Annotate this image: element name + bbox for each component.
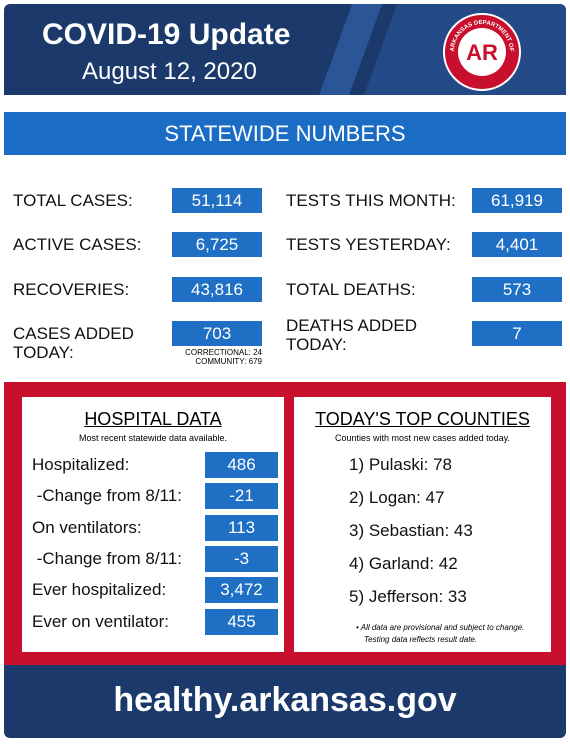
stat-note: CORRECTIONAL: 24	[185, 348, 262, 357]
logo: ARKANSAS DEPARTMENT OF HEALTH AR	[443, 13, 521, 91]
row-label: Ever on ventilator:	[32, 611, 170, 631]
title: COVID-19 Update	[42, 18, 291, 51]
panel-title: HOSPITAL DATA	[84, 409, 222, 429]
stat-label: TOTAL DEATHS:	[286, 280, 416, 299]
stat-value: 51,114	[172, 188, 262, 213]
row-label: -Change from 8/11:	[32, 486, 182, 506]
row-value: 486	[205, 452, 278, 478]
counties-panel: TODAY'S TOP COUNTIES Counties with most …	[294, 397, 551, 652]
row-label: On ventilators:	[32, 517, 142, 537]
row-value: -3	[205, 545, 278, 572]
panel-title: TODAY'S TOP COUNTIES	[315, 409, 530, 429]
county-item: 3) Sebastian: 43	[349, 521, 473, 540]
stat-value: 7	[472, 321, 562, 346]
statewide-panel: TOTAL CASES: 51,114 ACTIVE CASES: 6,725 RECO…	[4, 155, 566, 382]
row-value: 113	[205, 514, 278, 541]
footnote: Testing data reflects result date.	[364, 635, 478, 644]
row-label: Hospitalized:	[32, 455, 130, 474]
stat-label: RECOVERIES:	[13, 280, 130, 299]
stat-value: 61,919	[472, 188, 562, 213]
stat-label: DEATHS ADDED TODAY:	[286, 316, 417, 354]
panel-subtitle: Most recent statewide data available.	[78, 433, 228, 443]
stat-value: 43,816	[172, 277, 262, 302]
row-value: -21	[205, 483, 278, 510]
stat-note: COMMUNITY: 679	[195, 357, 262, 366]
footer-url: healthy.arkansas.gov	[4, 665, 566, 738]
logo-mark: AR	[466, 40, 498, 65]
date: August 12, 2020	[82, 58, 257, 85]
footnote: • All data are provisional and subject t…	[356, 623, 525, 632]
county-item: 1) Pulaski: 78	[349, 455, 452, 474]
header: COVID-19 Update August 12, 2020 ARKANSAS…	[4, 4, 566, 95]
county-item: 2) Logan: 47	[349, 488, 445, 507]
stat-value: 703	[172, 321, 262, 346]
red-section: HOSPITAL DATA Most recent statewide data…	[4, 382, 566, 665]
section-banner: STATEWIDE NUMBERS	[4, 112, 566, 155]
county-item: 5) Jefferson: 33	[349, 587, 467, 606]
row-label: -Change from 8/11:	[32, 548, 182, 568]
row-value: 455	[205, 608, 278, 635]
hospital-panel: HOSPITAL DATA Most recent statewide data…	[22, 397, 284, 652]
stat-value: 573	[472, 277, 562, 302]
stat-label: TOTAL CASES:	[13, 191, 133, 210]
panel-subtitle: Counties with most new cases added today…	[335, 433, 510, 443]
stat-value: 4,401	[472, 232, 562, 257]
county-item: 4) Garland: 42	[349, 554, 458, 573]
logo-arc-bottom: HEALTH	[470, 68, 495, 76]
stat-label: TESTS THIS MONTH:	[286, 191, 456, 210]
row-value: 3,472	[205, 577, 278, 604]
stat-label: TESTS YESTERDAY:	[286, 235, 451, 254]
stat-value: 6,725	[172, 232, 262, 257]
row-label: Ever hospitalized:	[32, 580, 167, 600]
stat-label: CASES ADDED TODAY:	[13, 324, 134, 362]
stat-label: ACTIVE CASES:	[13, 235, 142, 254]
